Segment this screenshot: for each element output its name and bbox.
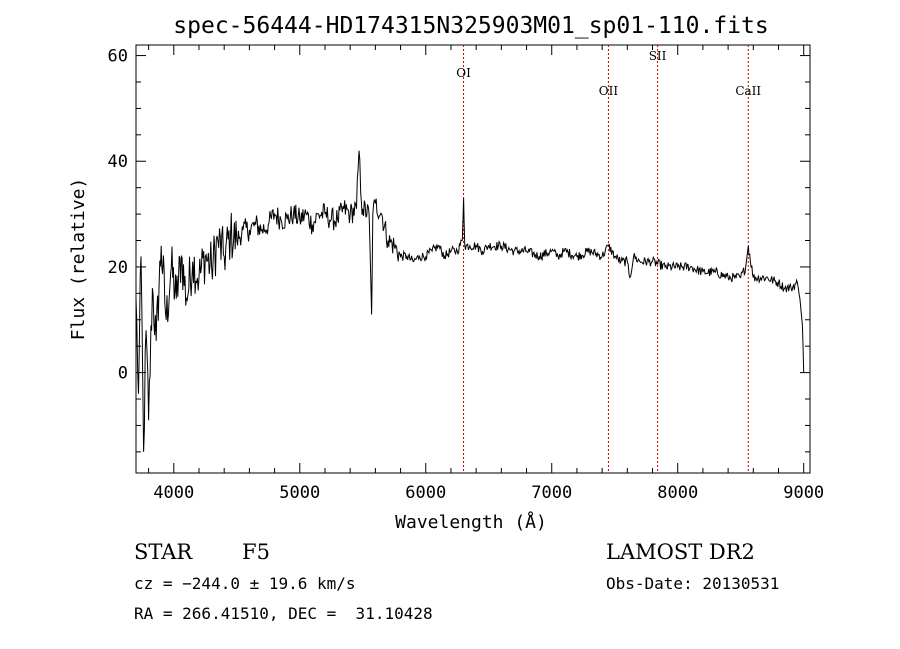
observation-date: Obs-Date: 20130531 (606, 574, 780, 593)
survey-name: LAMOST DR2 (606, 540, 755, 564)
y-axis-tick-labels: 0 20 40 60 (108, 47, 128, 384)
spectrum-line (135, 150, 805, 452)
coordinates: RA = 266.41510, DEC = 31.10428 (134, 604, 433, 623)
line-label-oii: OII (599, 84, 619, 98)
y-tick-label: 40 (108, 152, 128, 172)
y-tick-label: 60 (108, 47, 128, 67)
chart-title: spec-56444-HD174315N325903M01_sp01-110.f… (173, 13, 768, 39)
y-tick-label: 0 (118, 364, 128, 384)
plot-frame (135, 44, 811, 474)
line-label-sii: SII (649, 49, 667, 63)
object-type: STAR (134, 540, 193, 564)
y-axis-label: Flux (relative) (68, 178, 89, 341)
x-tick-label: 4000 (153, 483, 194, 503)
x-tick-label: 7000 (531, 483, 572, 503)
x-tick-label: 9000 (783, 483, 824, 503)
y-tick-label: 20 (108, 258, 128, 278)
line-label-oi: OI (456, 66, 471, 80)
y-axis-ticks (136, 55, 810, 453)
x-tick-label: 5000 (279, 483, 320, 503)
x-axis-ticks (148, 45, 805, 473)
x-axis-label: Wavelength (Å) (395, 511, 547, 533)
x-tick-label: 8000 (657, 483, 698, 503)
line-label-caii: CaII (735, 84, 761, 98)
redshift-velocity: cz = −244.0 ± 19.6 km/s (134, 574, 356, 593)
spectrum-series (135, 150, 805, 452)
x-tick-label: 6000 (405, 483, 446, 503)
spectral-line-markers: OI OII SII CaII (456, 45, 761, 473)
x-axis-tick-labels: 4000 5000 6000 7000 8000 9000 (153, 483, 824, 503)
object-subclass: F5 (242, 540, 270, 564)
